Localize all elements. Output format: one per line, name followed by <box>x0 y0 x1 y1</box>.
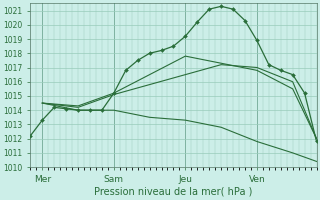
X-axis label: Pression niveau de la mer( hPa ): Pression niveau de la mer( hPa ) <box>94 187 252 197</box>
